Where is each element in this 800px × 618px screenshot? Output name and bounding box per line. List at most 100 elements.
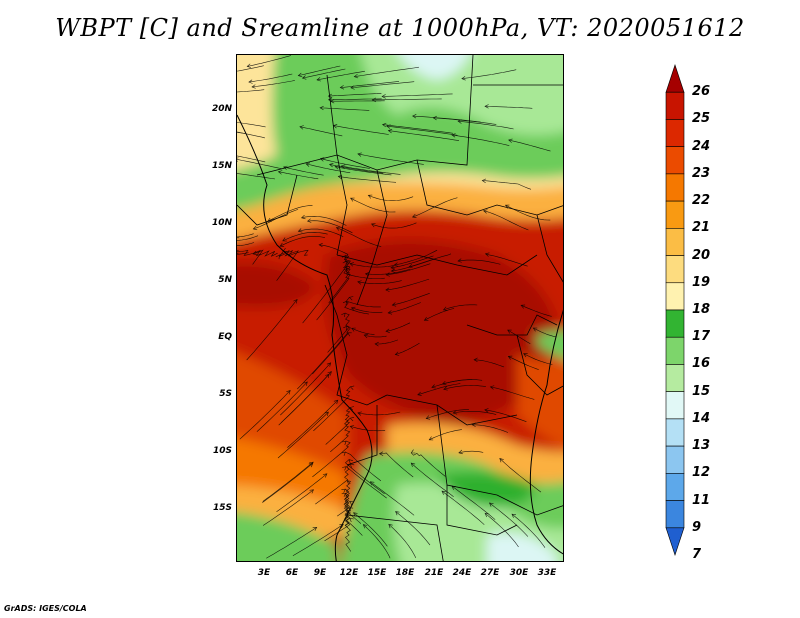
streamline-arrow	[348, 459, 353, 464]
streamline-arrow	[385, 287, 390, 292]
streamline-arrow	[387, 310, 393, 315]
streamline-arrow	[461, 76, 466, 81]
streamline	[357, 411, 401, 416]
streamline	[408, 253, 452, 268]
streamline-arrow	[341, 488, 346, 493]
streamline-arrow	[351, 327, 356, 332]
streamline-arrow	[328, 163, 334, 168]
streamline	[385, 278, 430, 291]
streamline-arrow	[471, 422, 476, 427]
streamline-arrow	[451, 133, 456, 138]
map-plot	[236, 54, 564, 562]
streamline	[312, 440, 351, 478]
streamline	[237, 242, 255, 247]
streamline-arrow	[300, 214, 306, 220]
streamline-arrow	[428, 436, 434, 441]
streamline	[354, 66, 419, 77]
streamline	[327, 312, 350, 353]
streamline	[391, 255, 434, 269]
colorbar-swatch	[665, 364, 685, 392]
streamline	[237, 252, 249, 255]
streamline	[388, 130, 460, 141]
streamline-arrow	[348, 296, 354, 301]
streamline	[424, 308, 455, 321]
streamline-arrow	[388, 523, 393, 529]
streamline	[485, 253, 528, 267]
streamline-arrow	[390, 268, 396, 273]
streamline-arrow	[357, 411, 362, 416]
streamline-arrow	[364, 272, 370, 277]
streamline	[237, 89, 265, 93]
streamline	[287, 399, 339, 448]
streamline	[302, 260, 350, 324]
streamline-arrow	[451, 485, 456, 490]
colorbar-swatch	[665, 336, 685, 365]
streamline-arrow	[482, 209, 488, 214]
fill-ne-green	[537, 330, 563, 360]
streamline	[246, 299, 298, 361]
lon-label-12e: 12E	[339, 568, 359, 578]
streamline-arrow	[353, 73, 359, 79]
streamline-arrow	[252, 250, 258, 256]
streamline-arrow	[390, 265, 396, 270]
streamline	[338, 176, 397, 183]
streamline	[349, 263, 394, 268]
streamline-arrow	[341, 312, 346, 318]
streamline	[301, 215, 347, 226]
streamline	[345, 459, 385, 495]
streamline-arrow	[520, 304, 526, 309]
streamline	[386, 263, 431, 276]
streamline	[313, 386, 351, 432]
streamline	[344, 297, 369, 315]
streamline	[237, 65, 264, 72]
streamline-arrow	[350, 197, 355, 202]
streamline-arrow	[357, 280, 362, 285]
streamline-arrow	[327, 97, 333, 102]
streamline-arrow	[332, 124, 338, 129]
streamline-arrow	[349, 417, 355, 422]
temperature-field	[237, 55, 563, 561]
streamline-arrow	[348, 507, 354, 512]
streamline	[474, 359, 505, 368]
footer-credit: GrADS: IGES/COLA	[4, 604, 87, 613]
streamline	[324, 507, 351, 542]
streamline-arrow	[410, 449, 416, 454]
colorbar-label: 12	[692, 465, 711, 481]
streamline-arrow	[387, 128, 393, 134]
streamline	[237, 173, 275, 180]
coastline	[237, 114, 563, 561]
streamline	[429, 429, 463, 441]
streamline	[319, 244, 351, 268]
streamline	[277, 411, 329, 459]
colorbar-label: 26	[692, 84, 711, 100]
streamline	[297, 332, 348, 390]
colorbar-label: 7	[692, 547, 702, 562]
streamline-arrow	[286, 390, 291, 395]
streamline-arrow	[297, 228, 303, 233]
streamline	[499, 458, 542, 493]
streamline	[433, 117, 497, 125]
streamline	[382, 124, 454, 134]
colorbar-swatch	[665, 64, 685, 93]
streamline-arrow	[346, 480, 352, 485]
streamline	[505, 204, 551, 221]
streamline	[443, 385, 486, 390]
streamline-arrow	[324, 411, 329, 416]
streamline-arrow	[443, 386, 448, 391]
colorbar-label: 16	[692, 356, 711, 372]
streamline-arrow	[442, 306, 448, 311]
lat-label-eq: EQ	[218, 332, 232, 342]
streamline-arrow	[350, 85, 355, 90]
streamline	[237, 249, 262, 265]
fill-se-cyan	[487, 532, 557, 561]
streamline-arrow	[237, 249, 239, 255]
streamline	[395, 342, 420, 355]
lon-label-9e: 9E	[313, 568, 327, 578]
streamline	[298, 228, 344, 237]
streamline	[417, 383, 461, 396]
streamline	[345, 451, 382, 482]
streamline-arrow	[349, 425, 355, 430]
streamline	[276, 473, 328, 512]
streamline	[337, 480, 351, 517]
streamline	[253, 209, 299, 230]
